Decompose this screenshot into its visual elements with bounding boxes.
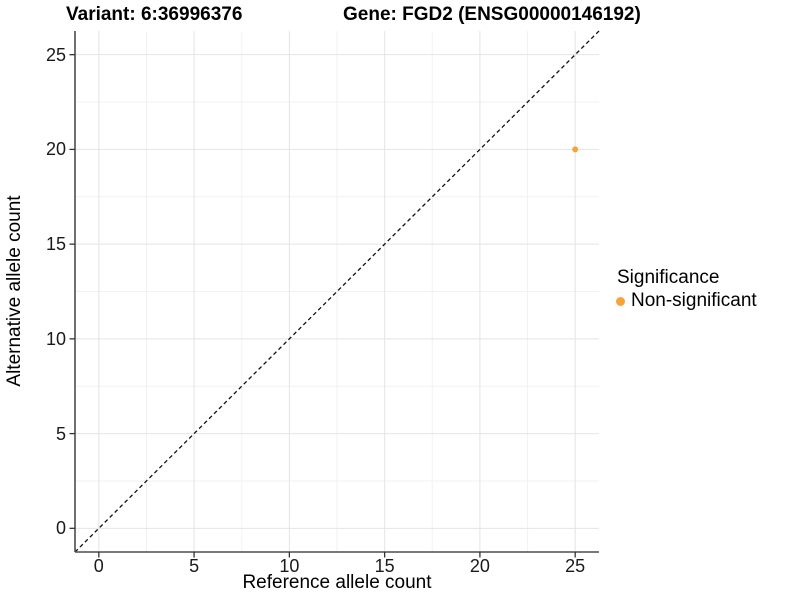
y-axis-title: Alternative allele count [4,195,25,387]
legend-title: Significance [617,267,720,288]
x-axis-title: Reference allele count [242,572,432,593]
y-tick-label: 25 [45,44,66,65]
plot-canvas [69,30,600,558]
legend-point-icon [616,296,625,306]
y-tick-label: 15 [45,234,66,255]
y-tick-label: 10 [45,328,66,349]
x-tick-label: 20 [469,556,490,576]
y-tick-label: 0 [55,518,66,539]
legend-item-non-significant: Non-significant [612,290,757,312]
y-tick-label: 5 [55,423,66,444]
x-tick-label: 10 [279,556,300,576]
plot-title-gene: Gene: FGD2 (ENSG00000146192) [343,4,641,25]
x-tick-label: 5 [189,556,200,576]
plot-panel [69,30,600,558]
y-tick-label: 20 [45,139,66,160]
legend: Significance Non-significant [612,266,757,312]
x-tick-label: 25 [565,556,586,576]
data-point [572,146,579,153]
x-tick-label: 0 [93,556,104,576]
plot-title-variant: Variant: 6:36996376 [66,4,243,25]
legend-item-label: Non-significant [631,290,757,311]
x-tick-label: 15 [374,556,395,576]
